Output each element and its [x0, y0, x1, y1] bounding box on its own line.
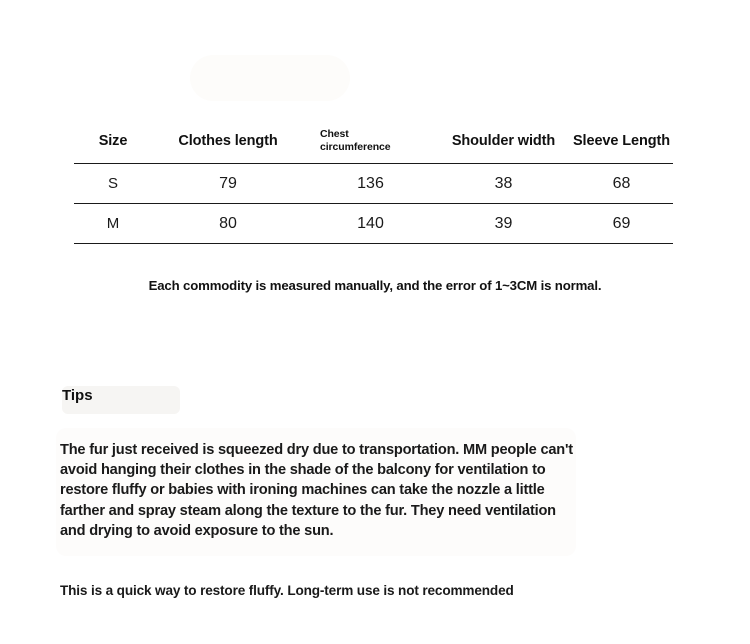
column-header-shoulder-width: Shoulder width — [451, 132, 556, 149]
table-header-row: Size Clothes length Chest circumference … — [74, 118, 673, 164]
column-header-chest-circumference: Chest circumference — [320, 128, 391, 153]
cell-size: M — [106, 215, 120, 232]
cell-clothes-length: 79 — [219, 174, 237, 192]
column-header-sleeve-length: Sleeve Length — [572, 132, 670, 149]
cell-shoulder-width: 39 — [494, 214, 513, 232]
cell-chest-circumference: 140 — [357, 214, 384, 232]
size-table: Size Clothes length Chest circumference … — [74, 118, 673, 244]
cell-chest-circumference: 136 — [357, 174, 384, 192]
cell-clothes-length: 80 — [219, 214, 237, 232]
tips-body-text: The fur just received is squeezed dry du… — [60, 442, 573, 539]
tips-footer-text: This is a quick way to restore fluffy. L… — [60, 583, 514, 598]
size-table-header: Size Clothes length Chest circumference … — [74, 118, 673, 164]
cell-sleeve-length: 69 — [612, 214, 631, 232]
cell-sleeve-length: 68 — [612, 174, 631, 192]
cell-size: S — [107, 175, 118, 192]
scan-artifact-top — [190, 55, 350, 101]
size-table-body: S 79 136 38 68 M 80 140 39 69 — [74, 164, 673, 244]
tips-heading: Tips — [62, 387, 93, 404]
table-row: S 79 136 38 68 — [74, 164, 673, 204]
table-row: M 80 140 39 69 — [74, 204, 673, 244]
column-header-clothes-length: Clothes length — [178, 132, 278, 149]
column-header-size: Size — [98, 132, 128, 149]
measurement-disclaimer: Each commodity is measured manually, and… — [148, 278, 602, 293]
cell-shoulder-width: 38 — [494, 174, 513, 192]
